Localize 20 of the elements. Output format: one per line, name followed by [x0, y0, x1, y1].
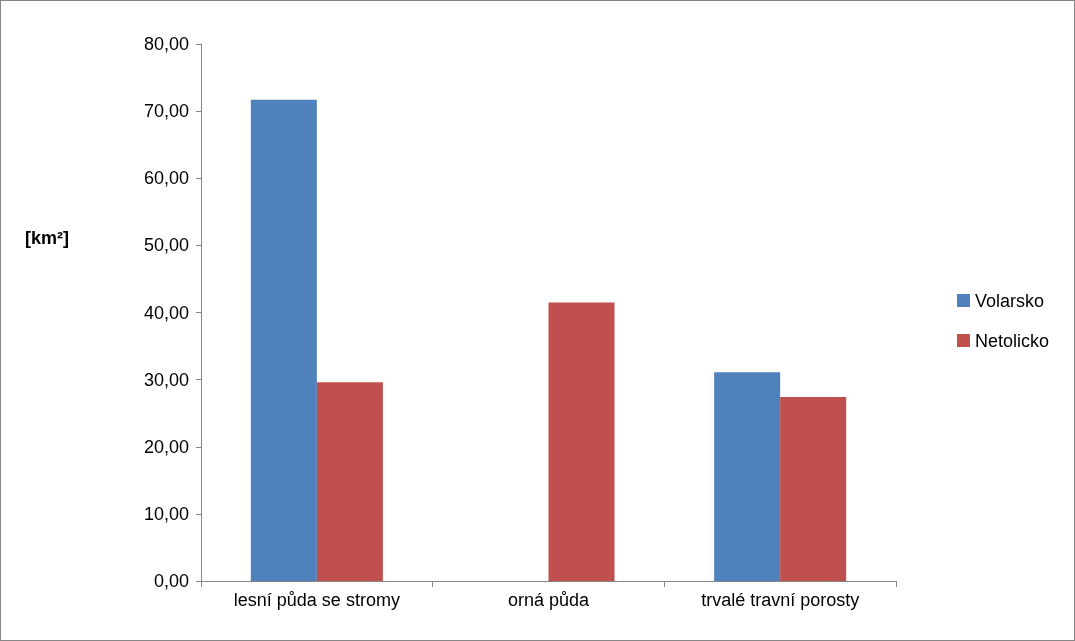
- y-tick-label: 20,00: [143, 436, 189, 457]
- bar: [714, 372, 781, 581]
- legend-label: Netolicko: [974, 330, 1049, 351]
- bar: [780, 397, 847, 581]
- x-tick-label: orná půda: [507, 590, 591, 610]
- y-tick-label: 10,00: [143, 503, 189, 524]
- y-tick-label: 70,00: [143, 101, 189, 122]
- x-tick-label: lesní půda se stromy: [233, 590, 400, 610]
- y-tick-label: 50,00: [143, 235, 189, 256]
- y-tick-label: 30,00: [143, 369, 189, 390]
- legend-label: Volarsko: [974, 290, 1045, 311]
- y-tick-label: 40,00: [143, 302, 189, 323]
- bar: [316, 382, 383, 581]
- bar: [548, 302, 615, 581]
- y-tick-label: 0,00: [153, 571, 189, 591]
- x-tick-label: trvalé travní porosty: [701, 590, 860, 610]
- y-tick-label: 80,00: [143, 34, 189, 54]
- bar: [250, 99, 317, 581]
- y-axis-title: [km²]: [25, 228, 69, 248]
- y-tick-label: 60,00: [143, 168, 189, 189]
